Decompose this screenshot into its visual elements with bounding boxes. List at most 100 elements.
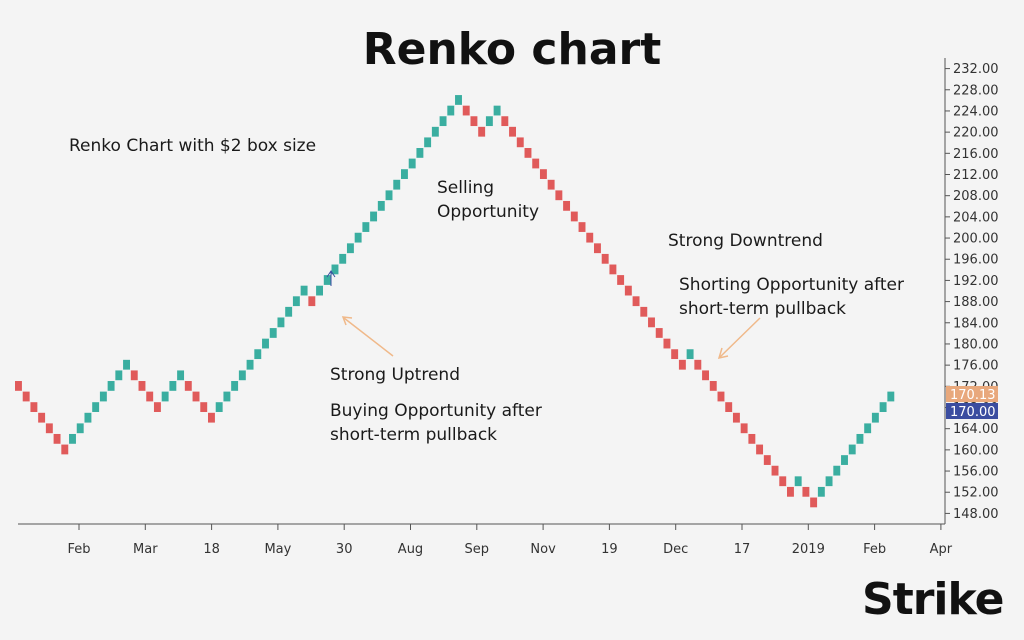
chart-title: Renko chart xyxy=(362,24,662,75)
renko-brick-up xyxy=(447,105,455,116)
renko-brick-up xyxy=(362,222,370,232)
renko-brick-down xyxy=(678,359,686,370)
strong-downtrend-label: Strong Downtrend xyxy=(668,231,823,251)
renko-brick-down xyxy=(15,381,22,391)
renko-brick-up xyxy=(115,370,123,381)
renko-brick-down xyxy=(192,391,200,402)
x-tick-label: Nov xyxy=(530,542,556,557)
x-tick-label: May xyxy=(264,542,291,557)
renko-brick-down xyxy=(38,412,46,423)
renko-brick-down xyxy=(779,476,787,487)
axes-layer xyxy=(18,58,946,525)
x-tick-label: Feb xyxy=(67,542,90,557)
buying-opportunity-label: Buying Opportunity after short-term pull… xyxy=(330,401,542,445)
buying-arrow-head xyxy=(341,316,353,326)
renko-brick-down xyxy=(763,455,771,465)
renko-brick-up xyxy=(493,105,501,116)
renko-brick-down xyxy=(200,402,208,412)
renko-brick-up xyxy=(84,412,92,423)
y-tick-label: 160.00 xyxy=(953,443,999,458)
shorting-arrow xyxy=(719,317,761,358)
renko-brick-down xyxy=(570,211,578,222)
renko-brick-up xyxy=(92,402,100,412)
x-tick-label: Mar xyxy=(133,542,158,557)
renko-brick-down xyxy=(470,116,478,127)
renko-brick-up xyxy=(794,476,802,487)
y-tick-label: 216.00 xyxy=(953,147,999,162)
renko-brick-up xyxy=(377,200,385,211)
renko-brick-down xyxy=(810,497,818,508)
renko-brick-down xyxy=(725,402,733,412)
renko-brick-down xyxy=(130,370,138,381)
strong-uptrend-label: Strong Uptrend xyxy=(330,365,460,385)
renko-brick-down xyxy=(648,317,655,328)
renko-brick-up xyxy=(107,381,115,391)
renko-brick-down xyxy=(153,402,161,412)
previous-price-tag-bg xyxy=(946,386,998,402)
renko-brick-up xyxy=(231,381,239,391)
renko-brick-down xyxy=(740,423,748,434)
renko-brick-up xyxy=(485,116,493,127)
renko-brick-up xyxy=(262,338,269,349)
renko-brick-up xyxy=(825,476,833,487)
renko-brick-up xyxy=(879,402,887,412)
renko-brick-up xyxy=(887,391,895,402)
pullback-marker-arrow-head xyxy=(326,270,336,278)
renko-brick-up xyxy=(385,190,393,201)
renko-brick-up xyxy=(864,423,872,434)
y-tick-label: 148.00 xyxy=(953,507,999,522)
y-tick-label: 228.00 xyxy=(953,83,999,98)
renko-brick-down xyxy=(146,391,154,402)
renko-brick-up xyxy=(223,391,231,402)
renko-brick-up xyxy=(354,232,362,243)
renko-brick-down xyxy=(539,169,547,179)
y-ticks: 148.00152.00156.00160.00164.00168.00172.… xyxy=(945,62,999,522)
x-tick-label: Sep xyxy=(465,542,490,557)
renko-brick-down xyxy=(655,328,663,338)
strike-logo: Strike xyxy=(862,574,1004,625)
renko-brick-down xyxy=(694,359,702,370)
renko-brick-up xyxy=(431,126,439,137)
renko-brick-down xyxy=(501,116,509,127)
renko-brick-up xyxy=(841,455,848,465)
renko-brick-down xyxy=(732,412,740,423)
x-tick-label: 17 xyxy=(734,542,751,557)
bricks-layer xyxy=(15,95,895,508)
renko-brick-down xyxy=(586,232,594,243)
renko-brick-down xyxy=(787,486,794,497)
renko-brick-down xyxy=(22,391,30,402)
renko-brick-up xyxy=(401,169,408,179)
renko-brick-down xyxy=(524,148,532,158)
renko-brick-down xyxy=(61,444,69,455)
renko-brick-up xyxy=(323,275,331,285)
renko-brick-up xyxy=(169,381,177,391)
renko-brick-up xyxy=(686,349,694,360)
y-tick-label: 212.00 xyxy=(953,168,999,183)
renko-brick-down xyxy=(748,433,756,444)
renko-brick-down xyxy=(617,275,625,285)
renko-brick-down xyxy=(563,200,571,211)
renko-brick-up xyxy=(408,158,416,169)
renko-brick-down xyxy=(308,296,316,307)
box-size-label: Renko Chart with $2 box size xyxy=(69,136,317,156)
renko-brick-down xyxy=(509,126,516,137)
x-ticks: Feb Mar 18 May 30 Aug Sep Nov 19 Dec 17 2019 Feb Apr xyxy=(67,524,953,557)
renko-brick-down xyxy=(771,465,779,476)
x-tick-label: Dec xyxy=(663,542,688,557)
renko-brick-up xyxy=(254,349,262,360)
renko-brick-up xyxy=(871,412,879,423)
renko-brick-up xyxy=(285,306,293,317)
x-tick-label: Feb xyxy=(863,542,886,557)
renko-brick-up xyxy=(246,359,254,370)
renko-brick-up xyxy=(69,433,76,444)
x-tick-label: Apr xyxy=(930,542,953,557)
x-tick-label: Aug xyxy=(398,542,423,557)
y-tick-label: 152.00 xyxy=(953,486,999,501)
x-tick-label: 30 xyxy=(336,542,353,557)
renko-brick-down xyxy=(30,402,38,412)
renko-brick-down xyxy=(532,158,540,169)
renko-brick-down xyxy=(802,486,810,497)
renko-brick-up xyxy=(269,328,277,338)
y-tick-label: 164.00 xyxy=(953,422,999,437)
y-tick-label: 184.00 xyxy=(953,316,999,331)
